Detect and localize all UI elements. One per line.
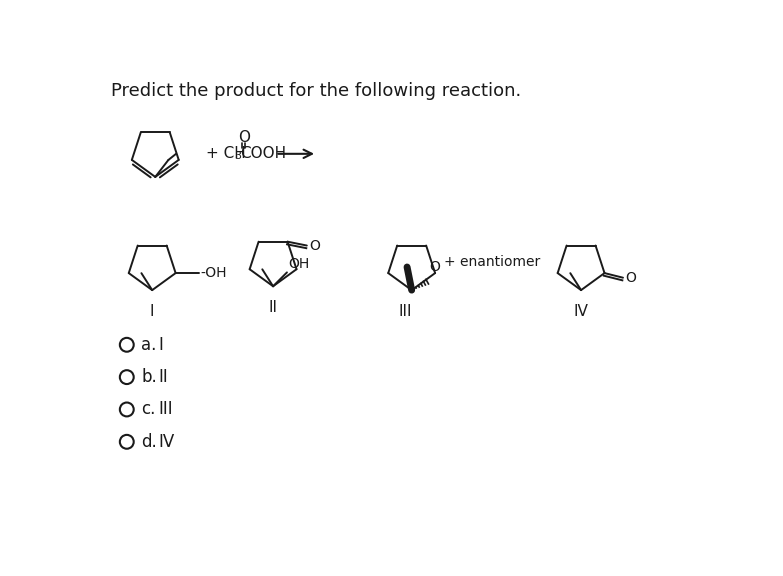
Text: O: O [238, 130, 250, 145]
Text: II: II [269, 300, 278, 315]
Text: O: O [309, 239, 320, 253]
Text: I: I [150, 304, 154, 319]
Text: III: III [399, 304, 413, 319]
Text: c.: c. [142, 400, 156, 418]
Text: 3: 3 [235, 151, 242, 161]
Text: I: I [158, 336, 163, 354]
Text: III: III [158, 400, 173, 418]
Text: IV: IV [158, 433, 175, 451]
Text: b.: b. [142, 368, 157, 386]
Text: a.: a. [142, 336, 157, 354]
Text: OH: OH [288, 257, 310, 271]
Text: IV: IV [574, 304, 589, 319]
Text: COOH: COOH [240, 146, 286, 161]
Text: d.: d. [142, 433, 157, 451]
Text: -OH: -OH [200, 266, 227, 280]
Text: Predict the product for the following reaction.: Predict the product for the following re… [110, 82, 521, 100]
Text: II: II [158, 368, 168, 386]
Text: + enantiomer: + enantiomer [444, 255, 540, 268]
Text: O: O [429, 260, 440, 274]
Text: O: O [626, 271, 636, 286]
Text: + CH: + CH [206, 146, 246, 161]
